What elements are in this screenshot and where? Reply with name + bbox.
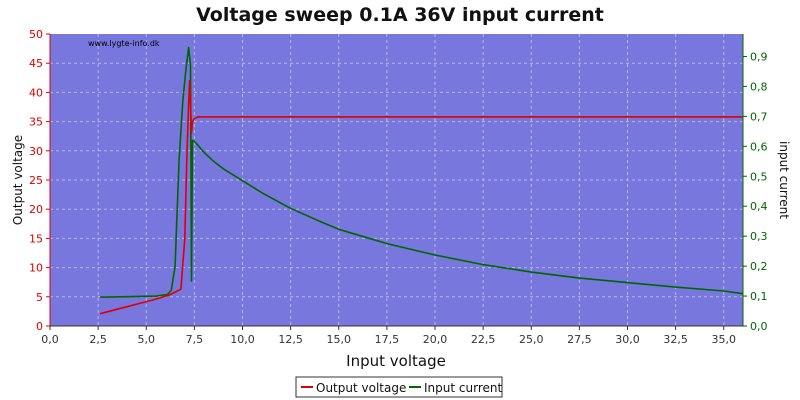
tick-labels: 0,0 2,5 5,0 7,5 10,0 12,5 15,0 17,5 20,0 22,5 25,0… (29, 28, 768, 346)
series-line-input-current (100, 46, 744, 298)
x-tick-label: 7,5 (186, 333, 204, 346)
x-tick-label: 32,5 (663, 333, 688, 346)
y-right-tick-label: 0,3 (750, 230, 768, 243)
x-tick-label: 2,5 (89, 333, 107, 346)
y-right-tick-label: 0,7 (750, 110, 768, 123)
x-tick-label: 15,0 (327, 333, 352, 346)
y-left-tick-label: 50 (29, 28, 43, 41)
y-left-tick-label: 0 (36, 320, 43, 333)
grid (49, 34, 743, 326)
y-right-tick-label: 0,2 (750, 260, 768, 273)
y-right-tick-label: 0,1 (750, 290, 768, 303)
series-line-output-voltage (99, 79, 743, 315)
y-left-tick-label: 25 (29, 174, 43, 187)
y-left-tick-label: 20 (29, 203, 43, 216)
legend-entry-output-voltage: Output voltage (316, 381, 406, 395)
x-tick-label: 5,0 (138, 333, 156, 346)
x-tick-label: 12,5 (278, 333, 303, 346)
watermark: www.lygte-info.dk (88, 39, 160, 48)
y-axis-right-label: input current (777, 141, 791, 219)
y-right-tick-label: 0,6 (750, 140, 768, 153)
x-tick-label: 20,0 (423, 333, 448, 346)
legend: Output voltage Input current (295, 376, 503, 398)
legend-entry-input-current: Input current (424, 381, 502, 395)
y-left-tick-label: 30 (29, 145, 43, 158)
x-tick-label: 25,0 (519, 333, 544, 346)
x-tick-label: 22,5 (471, 333, 496, 346)
x-tick-label: 30,0 (615, 333, 640, 346)
y-left-tick-label: 45 (29, 57, 43, 70)
series-layer (99, 46, 744, 315)
y-right-tick-label: 0,4 (750, 200, 768, 213)
y-right-tick-label: 0,5 (750, 170, 768, 183)
y-right-tick-label: 0,9 (750, 50, 768, 63)
x-tick-label: 17,5 (375, 333, 400, 346)
y-right-tick-label: 0,8 (750, 80, 768, 93)
y-axis-left-label: Output voltage (11, 135, 25, 225)
y-left-tick-label: 10 (29, 262, 43, 275)
y-left-tick-label: 15 (29, 232, 43, 245)
y-left-tick-label: 40 (29, 86, 43, 99)
x-tick-label: 10,0 (230, 333, 255, 346)
y-right-tick-label: 0,0 (750, 320, 768, 333)
x-tick-label: 35,0 (712, 333, 737, 346)
chart-title: Voltage sweep 0.1A 36V input current (196, 4, 604, 26)
x-tick-label: 27,5 (567, 333, 592, 346)
axes (46, 33, 747, 330)
x-tick-label: 0,0 (41, 333, 59, 346)
y-left-tick-label: 5 (36, 291, 43, 304)
x-axis-label: Input voltage (346, 352, 446, 370)
legend-box (295, 376, 503, 398)
y-left-tick-label: 35 (29, 116, 43, 129)
